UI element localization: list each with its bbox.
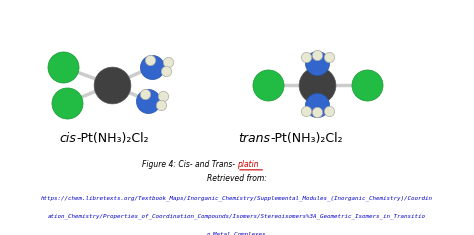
Point <box>314 61 321 65</box>
Point <box>108 83 116 87</box>
Point <box>302 55 310 59</box>
Text: ation_Chemistry/Properties_of_Coordination_Compounds/Isomers/Stereoisomers%3A_Ge: ation_Chemistry/Properties_of_Coordinati… <box>48 213 426 219</box>
Text: -Pt(NH₃)₂Cl₂: -Pt(NH₃)₂Cl₂ <box>76 132 149 145</box>
Text: -Pt(NH₃)₂Cl₂: -Pt(NH₃)₂Cl₂ <box>271 132 343 145</box>
Point <box>146 58 154 62</box>
Point <box>314 54 321 57</box>
Point <box>64 101 71 105</box>
Point <box>164 60 172 64</box>
Point <box>314 83 321 87</box>
Point <box>142 92 149 96</box>
Point <box>314 103 321 106</box>
Point <box>325 55 332 59</box>
Point <box>162 69 169 73</box>
Point <box>160 94 167 98</box>
Text: Retrieved from:: Retrieved from: <box>207 174 267 183</box>
Text: trans: trans <box>238 132 271 145</box>
Point <box>264 83 272 87</box>
Point <box>325 109 332 113</box>
Point <box>59 65 67 69</box>
Text: platin: platin <box>237 160 259 169</box>
Point <box>157 103 165 106</box>
Point <box>148 65 156 69</box>
Point <box>314 110 321 114</box>
Point <box>144 99 152 103</box>
Text: Figure 4: Cis- and Trans-: Figure 4: Cis- and Trans- <box>142 160 237 169</box>
Text: n_Metal_Complexes: n_Metal_Complexes <box>207 231 267 235</box>
Text: https://chem.libretexts.org/Textbook_Maps/Inorganic_Chemistry/Supplemental_Modul: https://chem.libretexts.org/Textbook_Map… <box>41 195 433 201</box>
Point <box>363 83 370 87</box>
Point <box>302 109 310 113</box>
Text: cis: cis <box>59 132 76 145</box>
